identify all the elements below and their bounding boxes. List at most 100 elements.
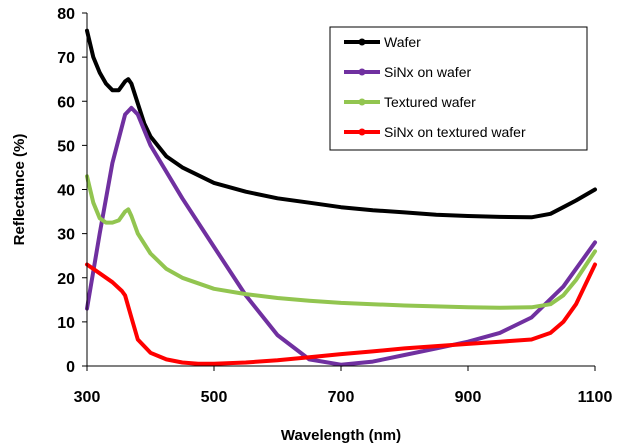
data-point-wafer bbox=[104, 82, 108, 86]
data-point-wafer bbox=[593, 187, 597, 192]
data-point-wafer bbox=[212, 181, 216, 185]
data-point-wafer bbox=[117, 88, 121, 92]
y-tick-label: 10 bbox=[57, 315, 75, 332]
x-tick-label: 1100 bbox=[578, 389, 613, 406]
data-point-textured-wafer bbox=[244, 292, 248, 296]
data-point-sinx-on-textured-wafer bbox=[212, 362, 216, 366]
y-tick-label: 50 bbox=[57, 138, 75, 155]
data-point-wafer bbox=[244, 190, 248, 194]
data-point-textured-wafer bbox=[498, 306, 502, 310]
data-point-wafer bbox=[371, 208, 375, 212]
data-point-textured-wafer bbox=[466, 305, 470, 309]
data-point-wafer bbox=[275, 196, 280, 200]
data-point-wafer bbox=[123, 79, 127, 83]
data-point-textured-wafer bbox=[371, 302, 375, 306]
data-point-sinx-on-wafer bbox=[136, 112, 140, 117]
data-point-textured-wafer bbox=[548, 302, 553, 306]
y-axis-title: Reflectance (%) bbox=[11, 134, 28, 246]
data-point-sinx-on-wafer bbox=[129, 106, 134, 110]
data-point-sinx-on-wafer bbox=[498, 331, 502, 335]
data-point-sinx-on-wafer bbox=[529, 315, 534, 320]
legend-marker bbox=[358, 98, 366, 106]
data-point-wafer bbox=[307, 201, 311, 205]
x-tick-label: 500 bbox=[201, 389, 228, 406]
data-point-sinx-on-textured-wafer bbox=[129, 315, 134, 320]
data-point-wafer bbox=[434, 213, 438, 217]
data-point-wafer bbox=[98, 70, 102, 75]
data-point-sinx-on-textured-wafer bbox=[339, 352, 343, 356]
legend-label: SiNx on textured wafer bbox=[384, 124, 526, 140]
data-point-textured-wafer bbox=[148, 251, 153, 256]
data-point-sinx-on-wafer bbox=[212, 245, 216, 249]
data-point-textured-wafer bbox=[339, 301, 343, 305]
data-point-sinx-on-wafer bbox=[339, 363, 343, 367]
data-point-textured-wafer bbox=[129, 214, 134, 218]
data-point-textured-wafer bbox=[110, 220, 114, 225]
series-layer bbox=[85, 28, 597, 367]
legend-marker bbox=[358, 38, 366, 46]
data-point-wafer bbox=[136, 101, 140, 106]
data-point-sinx-on-wafer bbox=[180, 196, 184, 200]
legend-label: Textured wafer bbox=[384, 94, 476, 110]
legend-label: Wafer bbox=[384, 34, 421, 50]
data-point-sinx-on-wafer bbox=[275, 333, 280, 337]
data-point-textured-wafer bbox=[275, 296, 280, 300]
x-axis-title: Wavelength (nm) bbox=[281, 427, 401, 444]
data-point-sinx-on-textured-wafer bbox=[574, 302, 578, 306]
data-point-sinx-on-wafer bbox=[110, 161, 114, 165]
data-point-sinx-on-textured-wafer bbox=[164, 357, 168, 361]
data-point-textured-wafer bbox=[117, 218, 121, 222]
y-tick-label: 0 bbox=[66, 359, 75, 376]
data-point-wafer bbox=[529, 215, 534, 219]
data-point-sinx-on-textured-wafer bbox=[466, 342, 470, 346]
data-point-wafer bbox=[91, 55, 95, 59]
y-tick-label: 20 bbox=[57, 271, 75, 288]
data-point-sinx-on-wafer bbox=[98, 232, 102, 236]
data-point-sinx-on-textured-wafer bbox=[498, 340, 502, 344]
legend-marker bbox=[358, 128, 366, 136]
data-point-textured-wafer bbox=[104, 220, 108, 225]
legend-box bbox=[329, 26, 588, 151]
data-point-sinx-on-textured-wafer bbox=[196, 362, 200, 366]
legend-marker bbox=[358, 68, 366, 76]
data-point-wafer bbox=[339, 205, 343, 209]
data-point-sinx-on-wafer bbox=[402, 353, 407, 357]
data-point-sinx-on-textured-wafer bbox=[180, 360, 184, 365]
data-point-sinx-on-textured-wafer bbox=[529, 337, 534, 342]
data-point-textured-wafer bbox=[164, 267, 168, 271]
data-point-sinx-on-textured-wafer bbox=[371, 349, 375, 354]
data-point-sinx-on-wafer bbox=[371, 359, 375, 364]
series-line-textured-wafer bbox=[85, 174, 597, 310]
data-point-textured-wafer bbox=[212, 287, 216, 291]
data-point-wafer bbox=[498, 215, 502, 219]
data-point-textured-wafer bbox=[98, 216, 102, 220]
data-point-textured-wafer bbox=[91, 201, 95, 205]
data-point-wafer bbox=[466, 214, 470, 218]
series-line-sinx-on-textured-wafer bbox=[85, 262, 597, 366]
data-point-wafer bbox=[561, 205, 565, 209]
data-point-textured-wafer bbox=[561, 293, 565, 297]
data-point-sinx-on-textured-wafer bbox=[148, 351, 153, 355]
data-point-sinx-on-wafer bbox=[148, 143, 153, 147]
legend: Wafer SiNx on wafer Textured wafer SiNx on … bbox=[329, 26, 588, 151]
data-point-sinx-on-wafer bbox=[123, 112, 127, 117]
y-tick-label: 30 bbox=[57, 227, 75, 244]
data-point-sinx-on-textured-wafer bbox=[434, 344, 438, 348]
data-point-textured-wafer bbox=[529, 305, 534, 309]
legend-label: SiNx on wafer bbox=[384, 64, 471, 80]
data-point-sinx-on-textured-wafer bbox=[123, 293, 127, 297]
data-point-wafer bbox=[148, 134, 153, 139]
data-point-sinx-on-textured-wafer bbox=[402, 346, 407, 350]
x-tick-label: 900 bbox=[455, 389, 482, 406]
ticks: 0 10 20 30 40 50 60 70 80 300 500 700 900 1100 bbox=[57, 6, 612, 406]
data-point-sinx-on-textured-wafer bbox=[136, 337, 140, 342]
data-point-wafer bbox=[402, 210, 407, 215]
data-point-textured-wafer bbox=[574, 278, 578, 282]
data-point-sinx-on-textured-wafer bbox=[120, 289, 124, 293]
y-tick-label: 70 bbox=[57, 50, 75, 67]
data-point-wafer bbox=[574, 198, 578, 203]
data-point-textured-wafer bbox=[123, 209, 127, 214]
data-point-wafer bbox=[110, 88, 114, 92]
data-point-sinx-on-textured-wafer bbox=[98, 271, 102, 275]
